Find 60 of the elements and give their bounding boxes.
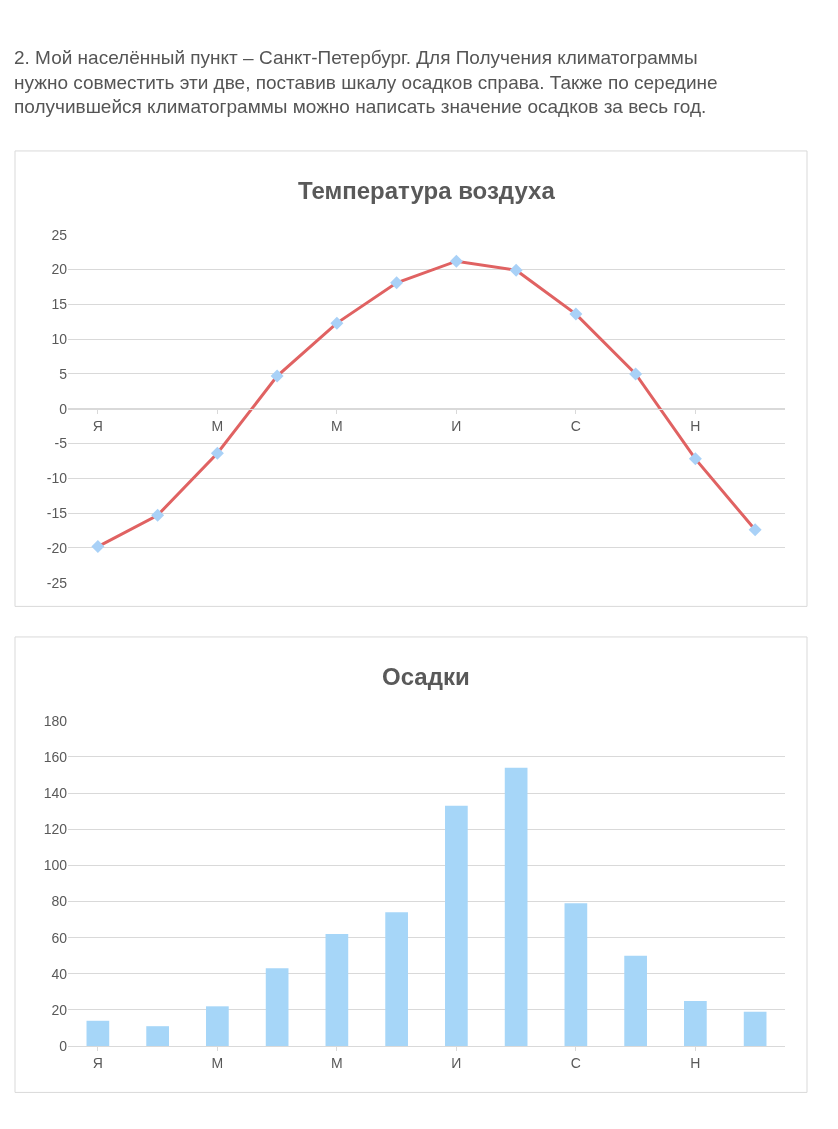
- y-tick-label: 20: [51, 1001, 68, 1018]
- bar: [146, 1026, 169, 1047]
- bar: [206, 1006, 229, 1047]
- bar: [86, 1020, 110, 1047]
- x-tick-label: Н: [690, 417, 701, 434]
- text: 2. Мой населённый пункт – Санкт-Петербург. Для Получения климатограммы нужно совместить эти две, поставив шкалу осадков справа. Также по середине получившейся климатограммы можно написать значение осадков за весь год.: [14, 47, 718, 118]
- y-tick-label: -5: [54, 435, 68, 452]
- bar: [385, 912, 408, 1047]
- y-tick-label: -10: [46, 470, 68, 487]
- chart-title: Осадки: [382, 663, 470, 690]
- point: [210, 446, 224, 460]
- y-tick-label: 25: [51, 226, 68, 243]
- y-tick-label: 20: [51, 261, 68, 278]
- x-tick-label: М: [331, 417, 343, 434]
- y-tick-label: 60: [51, 929, 68, 946]
- y-tick-label: 40: [51, 965, 68, 982]
- bar: [743, 1011, 767, 1047]
- y-tick-label: 100: [43, 857, 68, 874]
- point: [390, 276, 404, 290]
- x-tick-label: С: [570, 417, 581, 434]
- chart-title: Температура воздуха: [298, 177, 556, 204]
- point: [748, 523, 762, 537]
- y-tick-label: -25: [46, 574, 68, 591]
- point: [688, 452, 702, 466]
- point: [449, 254, 463, 268]
- x-tick-label: Я: [92, 417, 103, 434]
- y-tick-label: 5: [59, 365, 68, 382]
- point: [629, 367, 643, 381]
- x-tick-label: Я: [92, 1054, 103, 1071]
- bar: [265, 968, 289, 1047]
- point: [151, 508, 165, 522]
- x-tick-label: И: [451, 417, 462, 434]
- bar: [564, 903, 588, 1047]
- y-tick-label: -15: [46, 505, 68, 522]
- bar: [684, 1000, 707, 1047]
- bar: [445, 805, 468, 1047]
- y-tick-label: 0: [59, 1037, 68, 1054]
- y-tick-label: 180: [43, 712, 68, 729]
- x-tick-label: М: [331, 1054, 343, 1071]
- y-tick-label: 15: [51, 296, 68, 313]
- y-tick-label: 0: [59, 400, 68, 417]
- point: [270, 369, 284, 383]
- point: [509, 263, 523, 277]
- x-tick-label: М: [211, 1054, 224, 1071]
- bar: [624, 955, 647, 1047]
- x-tick-label: И: [451, 1054, 462, 1071]
- point: [91, 540, 105, 554]
- y-tick-label: 140: [43, 784, 68, 801]
- y-tick-label: 10: [51, 331, 68, 348]
- bar: [325, 934, 349, 1047]
- y-tick-label: 160: [43, 748, 68, 765]
- bar: [504, 767, 528, 1047]
- x-tick-label: М: [211, 417, 224, 434]
- y-tick-label: 80: [51, 893, 68, 910]
- x-tick-label: Н: [690, 1054, 701, 1071]
- x-tick-label: С: [570, 1054, 581, 1071]
- y-tick-label: 120: [43, 821, 68, 838]
- point: [569, 307, 583, 321]
- y-tick-label: -20: [46, 539, 68, 556]
- point: [330, 316, 344, 330]
